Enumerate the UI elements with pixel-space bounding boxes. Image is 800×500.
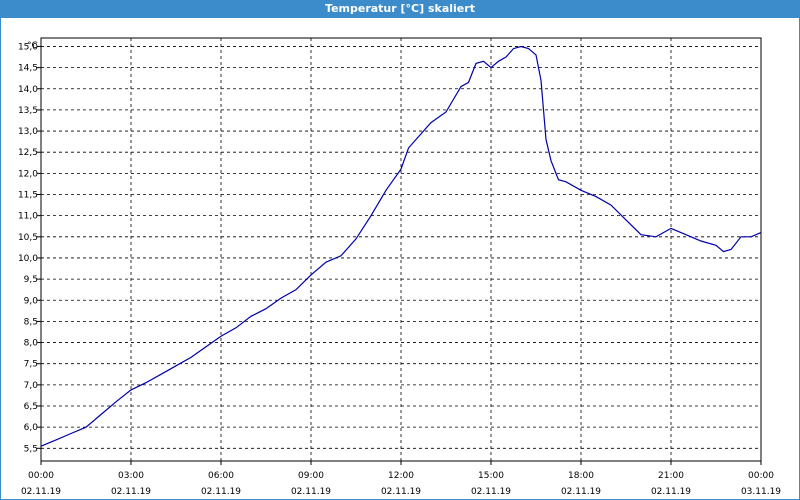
y-tick-label: 11,5 — [18, 191, 38, 201]
y-tick-label: 8,0 — [24, 339, 39, 349]
x-tick-date-label: 02.11.19 — [21, 487, 61, 497]
y-tick-label: 9,5 — [24, 275, 38, 285]
plot-frame — [40, 37, 762, 462]
grid — [41, 38, 761, 461]
y-tick-label: 14,0 — [18, 85, 38, 95]
y-tick-label: 12,5 — [18, 148, 38, 158]
x-tick-date-label: 02.11.19 — [201, 487, 241, 497]
y-tick-label: 12,0 — [18, 169, 38, 179]
y-tick-label: 11,0 — [18, 212, 38, 222]
temperature-chart: °C 5,5 6,0 6,5 7,0 7,5 8,0 8,5 9,0 9,5 10,0 10,5 11… — [18, 37, 781, 497]
window-title: Temperatur [°C] skaliert — [1, 0, 799, 18]
y-axis-label: °C — [27, 41, 38, 51]
x-tick-time-label: 09:00 — [298, 471, 324, 481]
x-tick-time-label: 00:00 — [748, 471, 774, 481]
y-tick-label: 13,5 — [18, 106, 38, 116]
x-tick-time-label: 12:00 — [388, 471, 414, 481]
x-tick-date-label: 02.11.19 — [291, 487, 331, 497]
x-axis-ticks: 00:00 02.11.19 03:00 02.11.19 06:00 02.11.19 0… — [21, 461, 781, 497]
y-tick-label: 7,5 — [24, 360, 38, 370]
y-tick-label: 9,0 — [24, 296, 39, 306]
x-tick-date-label: 02.11.19 — [471, 487, 511, 497]
x-tick-time-label: 06:00 — [208, 471, 234, 481]
x-tick-time-label: 15:00 — [478, 471, 504, 481]
y-tick-label: 10,0 — [18, 254, 38, 264]
x-tick-time-label: 21:00 — [658, 471, 684, 481]
y-tick-label: 5,5 — [24, 444, 38, 454]
y-tick-label: 8,5 — [24, 317, 38, 327]
x-tick-date-label: 02.11.19 — [651, 487, 691, 497]
y-tick-label: 7,0 — [24, 381, 39, 391]
y-tick-label: 13,0 — [18, 127, 38, 137]
x-tick-date-label: 03.11.19 — [741, 487, 781, 497]
x-tick-time-label: 18:00 — [568, 471, 594, 481]
y-tick-label: 14,5 — [18, 64, 38, 74]
y-tick-label: 6,0 — [24, 423, 39, 433]
x-tick-time-label: 00:00 — [28, 471, 54, 481]
temperature-line — [40, 45, 762, 447]
y-tick-label: 15,0 — [18, 42, 38, 52]
y-tick-label: 10,5 — [18, 233, 38, 243]
x-tick-date-label: 02.11.19 — [111, 487, 151, 497]
y-axis-ticks: 5,5 6,0 6,5 7,0 7,5 8,0 8,5 9,0 9,5 10,0 10,5 11,0 1… — [18, 42, 41, 454]
x-tick-time-label: 03:00 — [118, 471, 144, 481]
y-tick-label: 6,5 — [24, 402, 38, 412]
x-tick-date-label: 02.11.19 — [381, 487, 421, 497]
x-tick-date-label: 02.11.19 — [561, 487, 601, 497]
